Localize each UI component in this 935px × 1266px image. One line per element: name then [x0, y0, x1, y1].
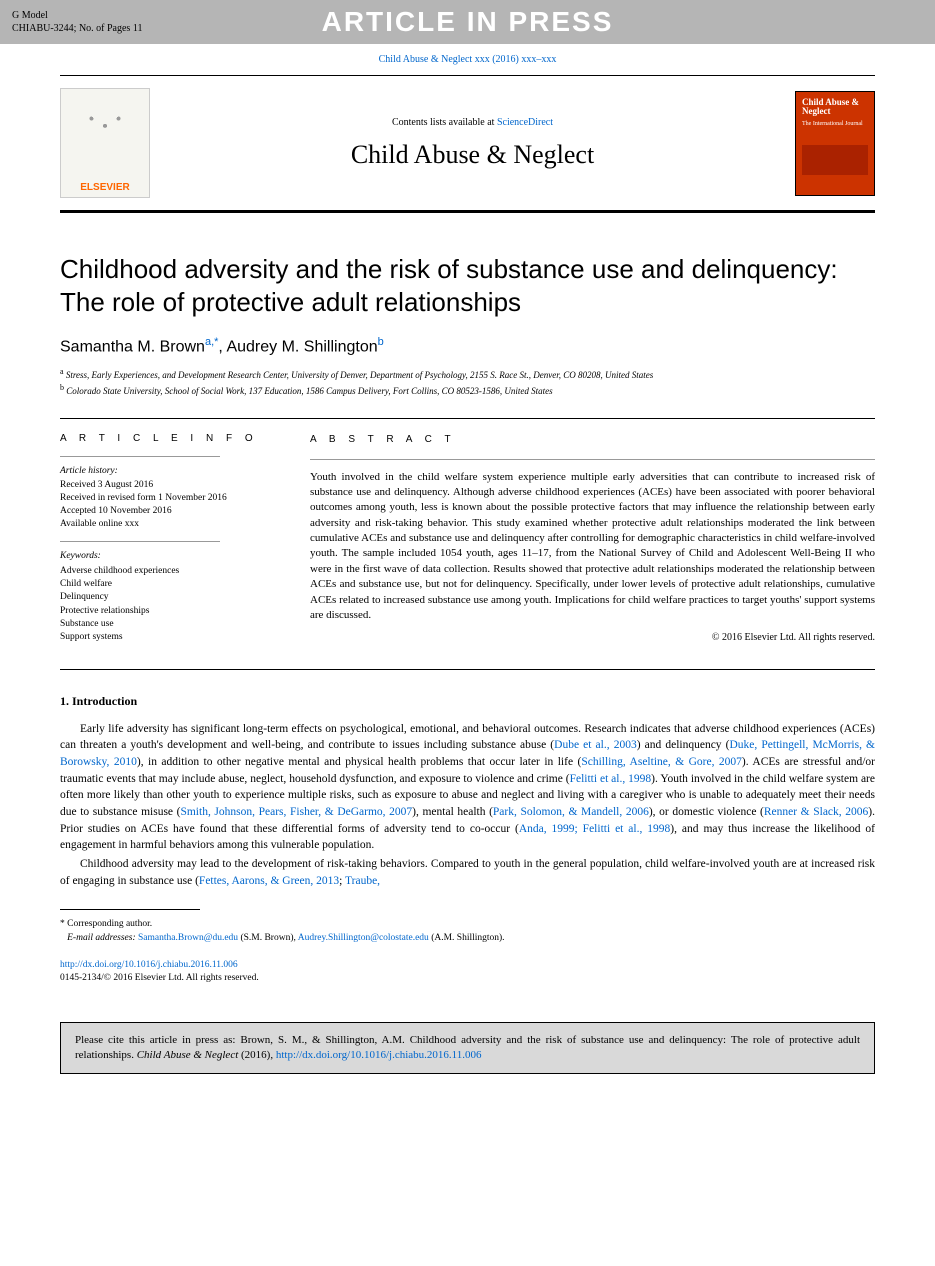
author-1-sup: a,* — [205, 336, 218, 348]
keyword-4: Substance use — [60, 618, 280, 631]
email-1[interactable]: Samantha.Brown@du.edu — [138, 933, 238, 943]
abstract-column: A B S T R A C T Youth involved in the ch… — [310, 433, 875, 655]
keywords-block: Keywords: Adverse childhood experiences … — [60, 550, 280, 645]
ref-traube[interactable]: Traube, — [345, 875, 380, 887]
intro-para-1: Early life adversity has significant lon… — [60, 721, 875, 854]
abstract-copyright: © 2016 Elsevier Ltd. All rights reserved… — [310, 631, 875, 645]
ref-anda-1999[interactable]: Anda, 1999; Felitti et al., 1998 — [519, 823, 670, 835]
article-history-block: Article history: Received 3 August 2016 … — [60, 465, 280, 531]
footer-divider — [60, 909, 200, 910]
email-2[interactable]: Audrey.Shillington@colostate.edu — [298, 933, 429, 943]
gmodel-label: G Model — [12, 9, 142, 22]
author-2[interactable]: Audrey M. Shillington — [226, 338, 377, 355]
corresponding-block: * Corresponding author. E-mail addresses… — [60, 918, 875, 945]
abstract-heading: A B S T R A C T — [310, 433, 875, 447]
gmodel-ref: CHIABU-3244; No. of Pages 11 — [12, 22, 142, 35]
cite-doi-link[interactable]: http://dx.doi.org/10.1016/j.chiabu.2016.… — [276, 1049, 482, 1061]
affiliation-b: b Colorado State University, School of S… — [60, 382, 875, 398]
content-area: Childhood adversity and the risk of subs… — [0, 213, 935, 1006]
history-3: Available online xxx — [60, 518, 280, 531]
cover-graphic — [802, 145, 868, 175]
ref-felitti-1998[interactable]: Felitti et al., 1998 — [570, 773, 652, 785]
article-in-press-banner: ARTICLE IN PRESS — [322, 6, 614, 38]
citation-box: Please cite this article in press as: Br… — [60, 1022, 875, 1075]
history-1: Received in revised form 1 November 2016 — [60, 492, 280, 505]
elsevier-tree-icon — [71, 97, 139, 169]
journal-cover-thumbnail[interactable]: Child Abuse & Neglect The International … — [795, 91, 875, 196]
keyword-3: Protective relationships — [60, 605, 280, 618]
journal-header: ELSEVIER Contents lists available at Sci… — [60, 75, 875, 213]
affiliation-a: a Stress, Early Experiences, and Develop… — [60, 366, 875, 382]
ref-fettes-2013[interactable]: Fettes, Aarons, & Green, 2013 — [199, 875, 339, 887]
doi-block: http://dx.doi.org/10.1016/j.chiabu.2016.… — [60, 959, 875, 986]
keyword-5: Support systems — [60, 631, 280, 644]
issn-line: 0145-2134/© 2016 Elsevier Ltd. All right… — [60, 972, 875, 985]
ref-dube-2003[interactable]: Dube et al., 2003 — [554, 739, 637, 751]
section-1-heading: 1. Introduction — [60, 694, 875, 709]
press-header-bar: G Model CHIABU-3244; No. of Pages 11 ART… — [0, 0, 935, 44]
ref-smith-2007[interactable]: Smith, Johnson, Pears, Fisher, & DeGarmo… — [180, 806, 412, 818]
author-1[interactable]: Samantha M. Brown — [60, 338, 205, 355]
history-0: Received 3 August 2016 — [60, 479, 280, 492]
article-info-heading: A R T I C L E I N F O — [60, 433, 280, 444]
keyword-0: Adverse childhood experiences — [60, 565, 280, 578]
info-abstract-row: A R T I C L E I N F O Article history: R… — [60, 418, 875, 670]
cover-subtitle: The International Journal — [802, 121, 868, 127]
email-line: E-mail addresses: Samantha.Brown@du.edu … — [60, 932, 875, 945]
top-citation-line[interactable]: Child Abuse & Neglect xxx (2016) xxx–xxx — [0, 44, 935, 75]
gmodel-block: G Model CHIABU-3244; No. of Pages 11 — [12, 9, 142, 35]
corresponding-label: * Corresponding author. — [60, 918, 875, 931]
history-2: Accepted 10 November 2016 — [60, 505, 280, 518]
top-citation-text: Child Abuse & Neglect xxx (2016) xxx–xxx — [379, 54, 557, 65]
abstract-divider — [310, 459, 875, 460]
journal-center: Contents lists available at ScienceDirec… — [150, 117, 795, 170]
elsevier-text: ELSEVIER — [80, 182, 129, 193]
affiliations: a Stress, Early Experiences, and Develop… — [60, 366, 875, 397]
authors-line: Samantha M. Browna,*, Audrey M. Shilling… — [60, 336, 875, 356]
journal-name: Child Abuse & Neglect — [150, 140, 795, 170]
elsevier-logo[interactable]: ELSEVIER — [60, 88, 150, 198]
ref-renner-2006[interactable]: Renner & Slack, 2006 — [764, 806, 868, 818]
keyword-1: Child welfare — [60, 578, 280, 591]
keyword-2: Delinquency — [60, 591, 280, 604]
ref-schilling-2007[interactable]: Schilling, Aseltine, & Gore, 2007 — [581, 756, 742, 768]
abstract-text: Youth involved in the child welfare syst… — [310, 470, 875, 624]
contents-prefix: Contents lists available at — [392, 117, 497, 128]
intro-para-2: Childhood adversity may lead to the deve… — [60, 856, 875, 889]
history-label: Article history: — [60, 465, 280, 478]
article-title: Childhood adversity and the risk of subs… — [60, 253, 875, 318]
info-divider-2 — [60, 541, 220, 542]
author-2-sup: b — [378, 336, 384, 348]
keywords-label: Keywords: — [60, 550, 280, 563]
ref-park-2006[interactable]: Park, Solomon, & Mandell, 2006 — [493, 806, 649, 818]
contents-line: Contents lists available at ScienceDirec… — [150, 117, 795, 128]
cite-journal: Child Abuse & Neglect — [137, 1049, 239, 1061]
info-divider-1 — [60, 456, 220, 457]
cover-title: Child Abuse & Neglect — [802, 98, 868, 118]
sciencedirect-link[interactable]: ScienceDirect — [497, 117, 553, 128]
doi-link[interactable]: http://dx.doi.org/10.1016/j.chiabu.2016.… — [60, 960, 238, 970]
article-info-column: A R T I C L E I N F O Article history: R… — [60, 433, 280, 655]
